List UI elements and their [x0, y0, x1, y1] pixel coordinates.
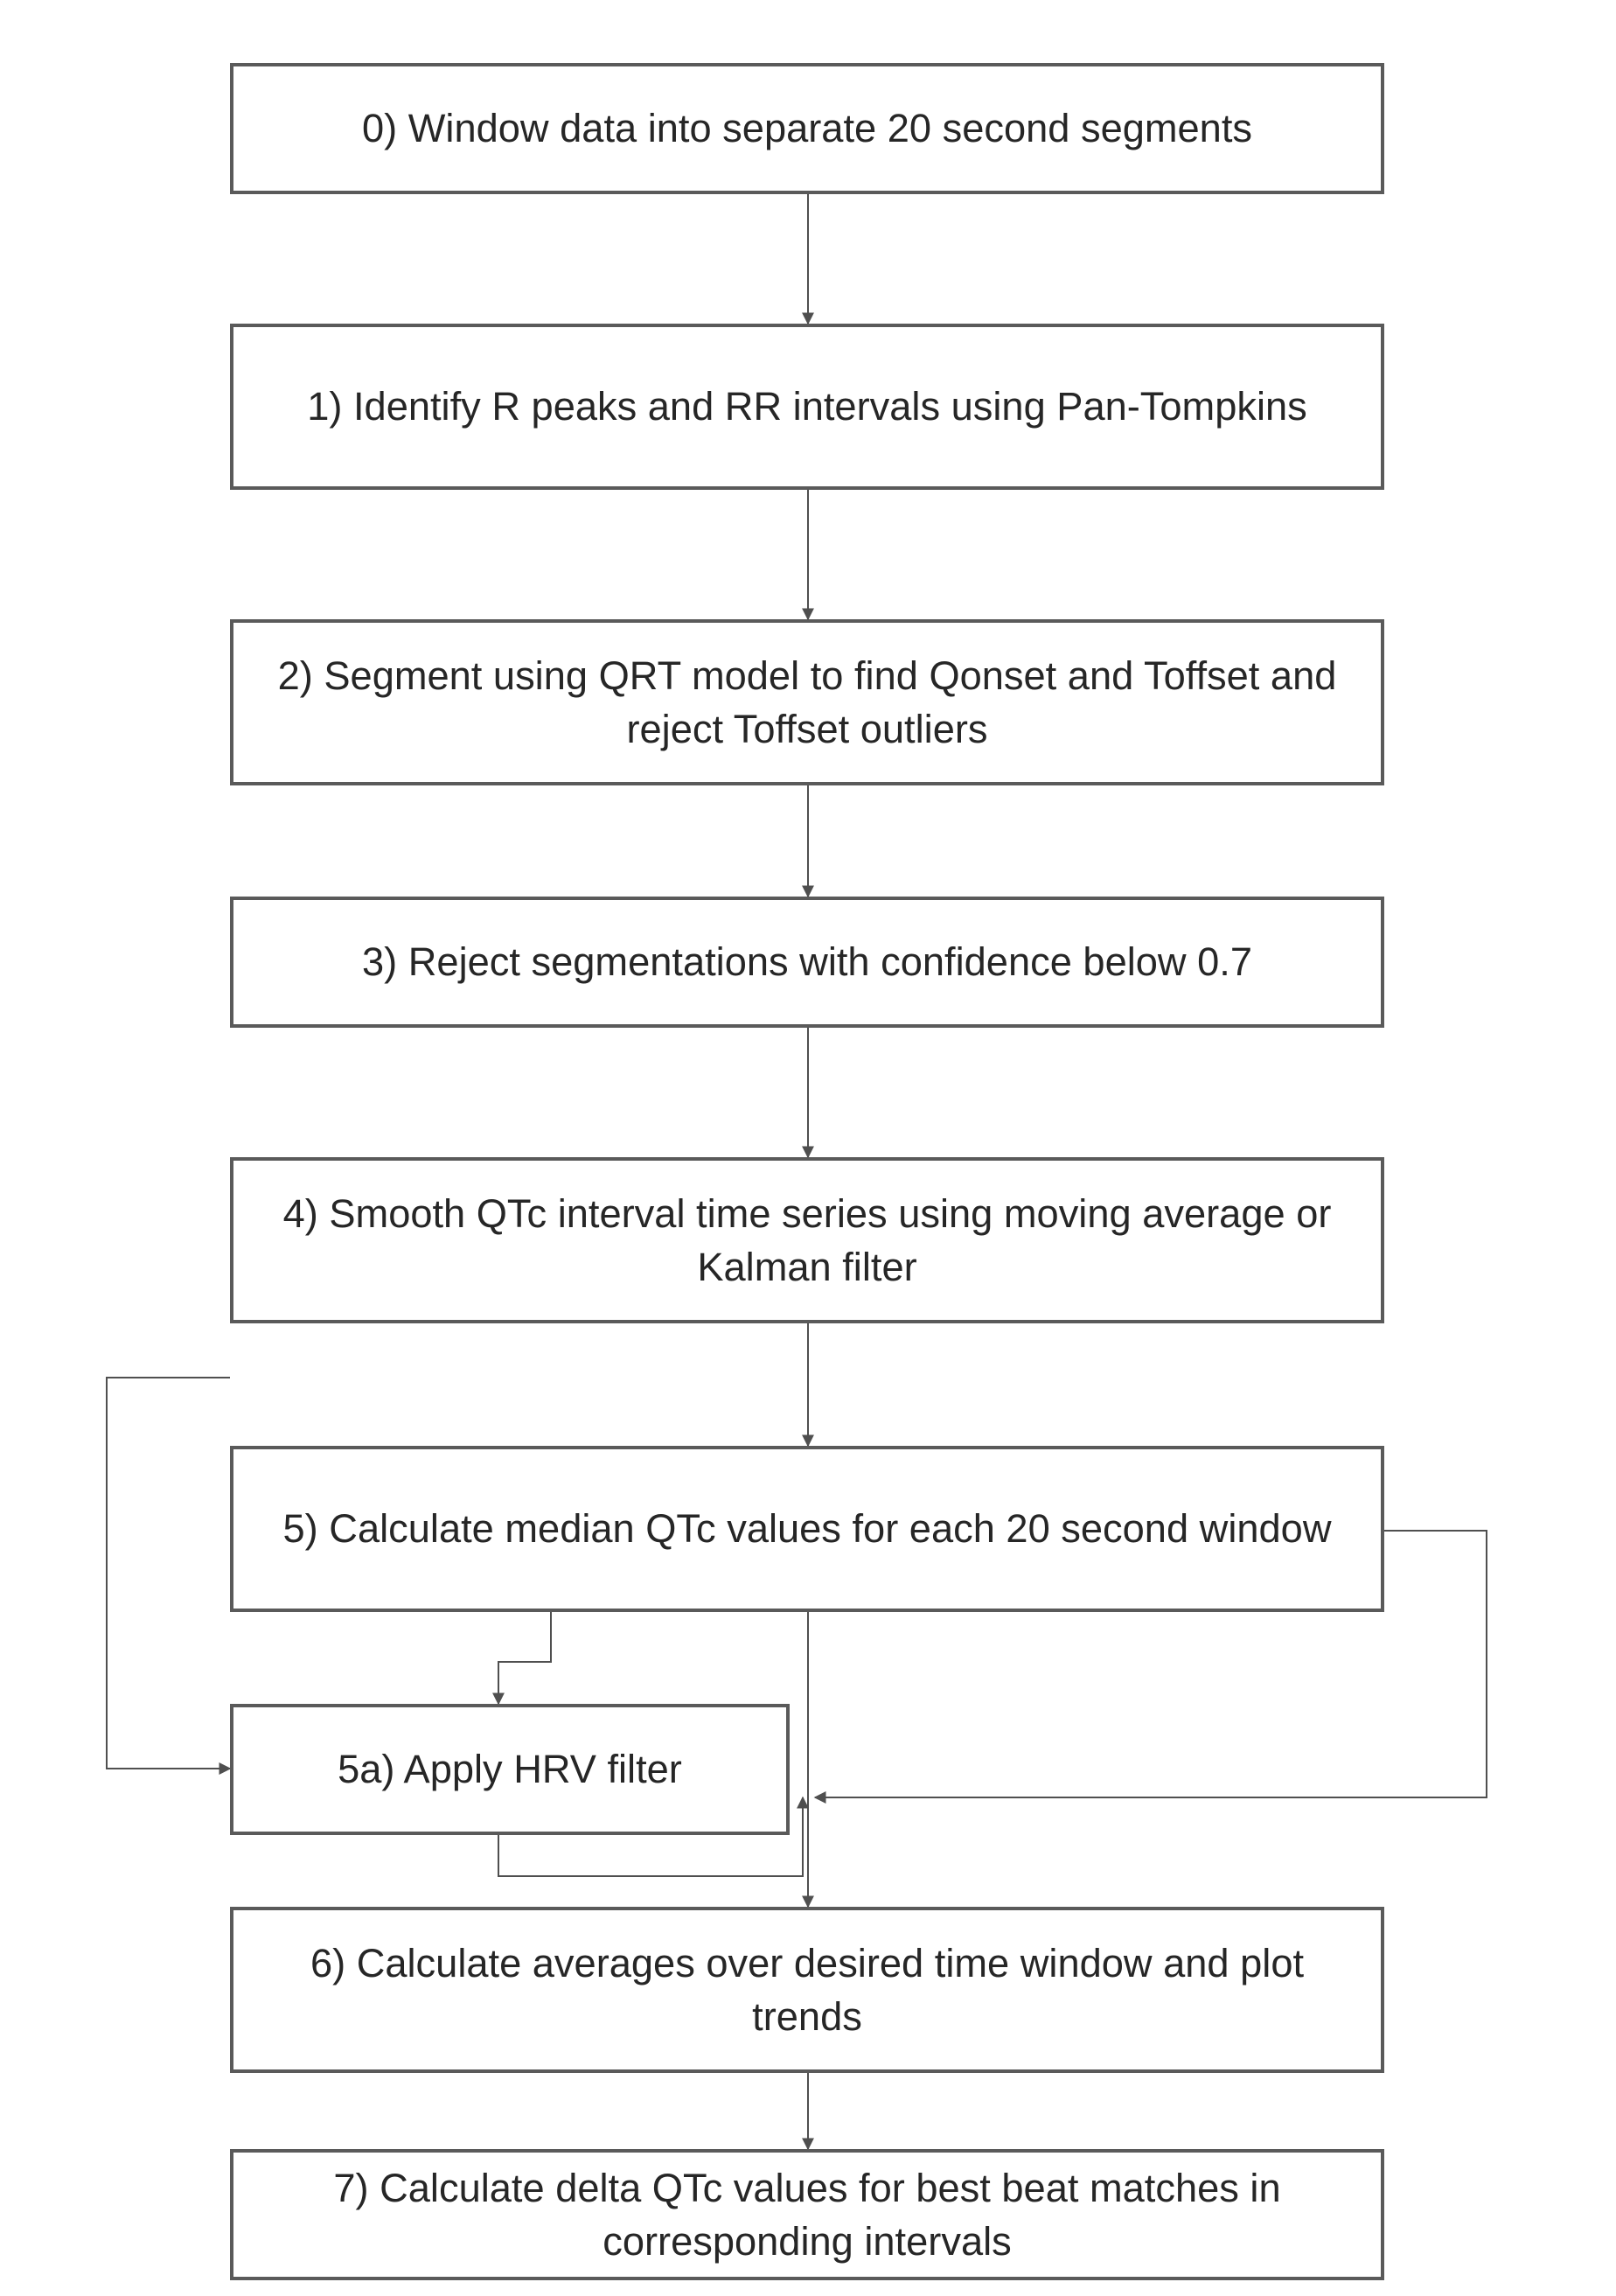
flowchart-node-label: 0) Window data into separate 20 second s… — [260, 101, 1355, 155]
flowchart-node-n4: 4) Smooth QTc interval time series using… — [230, 1157, 1384, 1323]
flowchart-node-n5a: 5a) Apply HRV filter — [230, 1704, 790, 1835]
flowchart-node-n0: 0) Window data into separate 20 second s… — [230, 63, 1384, 194]
flowchart-node-label: 3) Reject segmentations with confidence … — [260, 935, 1355, 988]
flowchart-node-label: 6) Calculate averages over desired time … — [260, 1937, 1355, 2043]
flowchart-node-label: 7) Calculate delta QTc values for best b… — [260, 2161, 1355, 2268]
flowchart-node-label: 5a) Apply HRV filter — [260, 1742, 760, 1796]
flowchart-canvas: 0) Window data into separate 20 second s… — [0, 0, 1616, 2296]
flowchart-node-n2: 2) Segment using QRT model to find Qonse… — [230, 619, 1384, 785]
flowchart-edge — [498, 1612, 551, 1704]
flowchart-node-n6: 6) Calculate averages over desired time … — [230, 1907, 1384, 2073]
flowchart-node-n1: 1) Identify R peaks and RR intervals usi… — [230, 324, 1384, 490]
flowchart-node-label: 1) Identify R peaks and RR intervals usi… — [260, 380, 1355, 433]
flowchart-node-n5: 5) Calculate median QTc values for each … — [230, 1446, 1384, 1612]
flowchart-node-n7: 7) Calculate delta QTc values for best b… — [230, 2149, 1384, 2280]
flowchart-node-label: 4) Smooth QTc interval time series using… — [260, 1187, 1355, 1294]
flowchart-edge — [107, 1378, 230, 1769]
flowchart-node-n3: 3) Reject segmentations with confidence … — [230, 897, 1384, 1028]
flowchart-node-label: 2) Segment using QRT model to find Qonse… — [260, 649, 1355, 756]
flowchart-node-label: 5) Calculate median QTc values for each … — [260, 1502, 1355, 1555]
